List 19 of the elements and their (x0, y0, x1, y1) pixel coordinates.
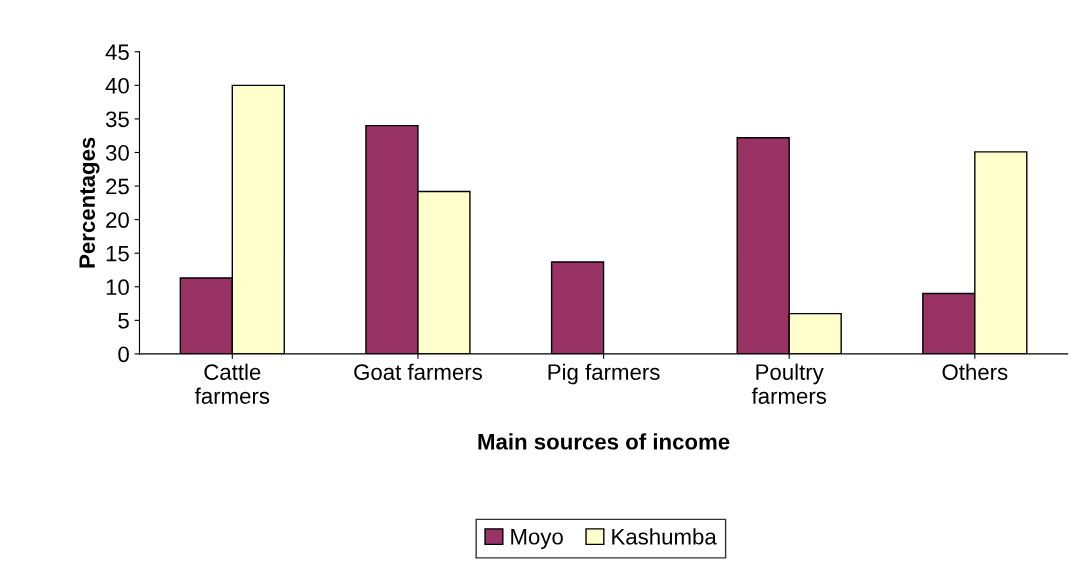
x-tick-label: Others (942, 363, 1008, 380)
x-tick-label: Poultry farmers (751, 363, 827, 404)
y-tick-label: 40 (105, 77, 129, 94)
x-tick-label: Cattle farmers (194, 363, 270, 404)
x-tick-label: Goat farmers (354, 363, 482, 380)
y-tick-label: 35 (105, 111, 129, 128)
y-tick-label: 20 (106, 212, 129, 228)
x-axis-title: Main sources of income (478, 433, 730, 450)
y-tick-label: 45 (105, 44, 129, 61)
legend-label: Kashumba (612, 528, 717, 545)
y-tick-label: 25 (106, 178, 129, 195)
y-tick-label: 30 (105, 145, 129, 161)
y-tick-label: 0 (118, 346, 129, 363)
y-axis-title: Percentages (79, 137, 100, 268)
y-tick-label: 5 (118, 313, 129, 329)
y-tick-label: 15 (106, 245, 129, 262)
legend-label: Moyo (511, 529, 563, 549)
x-tick-label: Pig farmers (548, 363, 660, 385)
y-tick-label: 10 (106, 279, 129, 296)
